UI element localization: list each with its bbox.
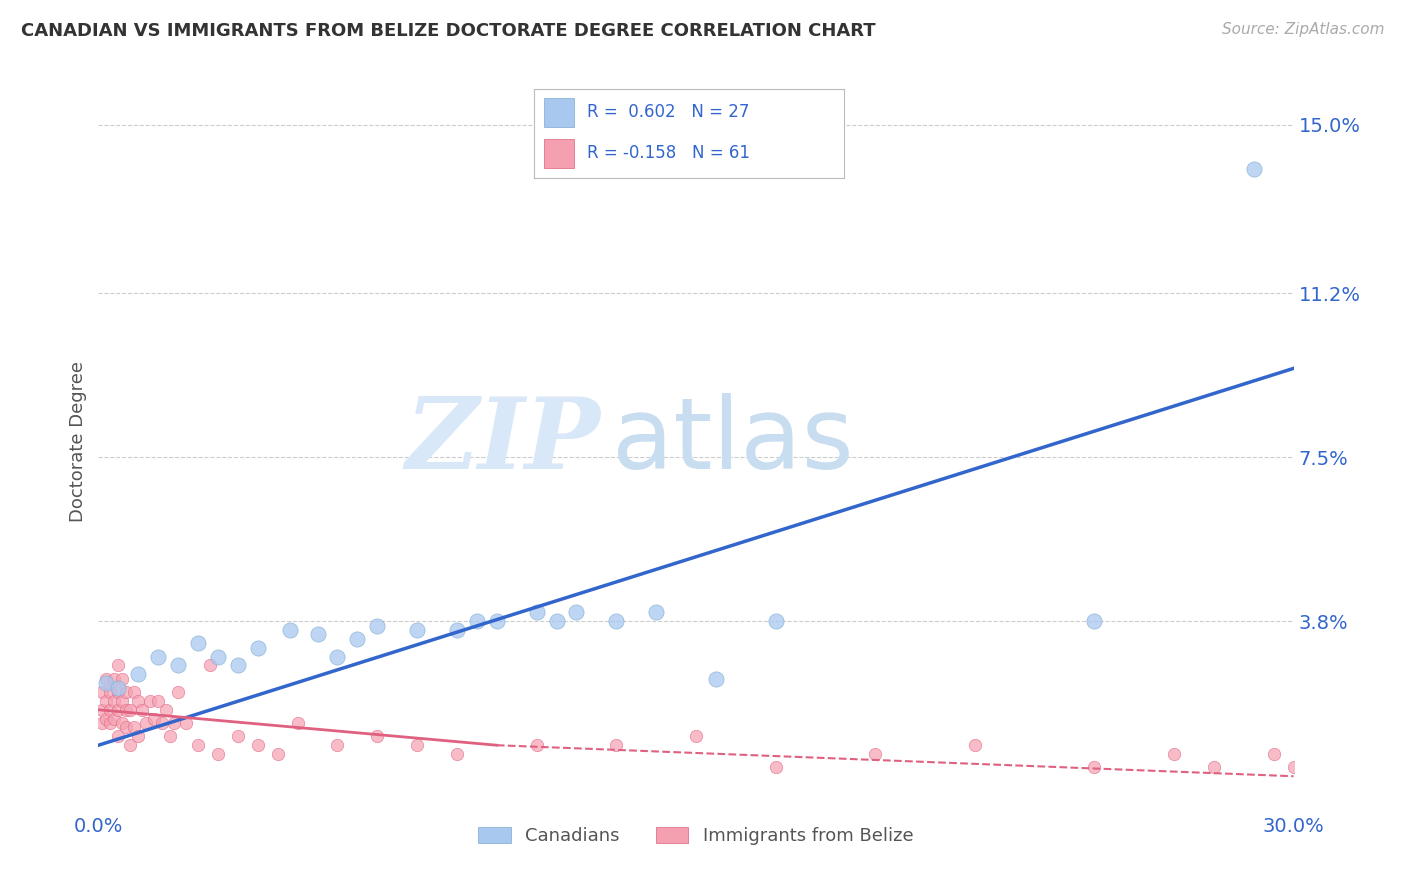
Point bbox=[865, 747, 887, 761]
Point bbox=[198, 658, 221, 673]
Point bbox=[446, 747, 468, 761]
Point bbox=[98, 716, 122, 731]
Point bbox=[287, 716, 309, 731]
Text: CANADIAN VS IMMIGRANTS FROM BELIZE DOCTORATE DEGREE CORRELATION CHART: CANADIAN VS IMMIGRANTS FROM BELIZE DOCTO… bbox=[21, 22, 876, 40]
Point bbox=[187, 738, 209, 752]
Point bbox=[111, 672, 134, 686]
Point bbox=[124, 721, 146, 735]
Point bbox=[174, 716, 197, 731]
Point bbox=[446, 623, 468, 637]
Point bbox=[120, 738, 142, 752]
Point bbox=[124, 685, 146, 699]
Point bbox=[366, 730, 388, 744]
Point bbox=[246, 640, 269, 655]
Point bbox=[91, 685, 114, 699]
Point bbox=[148, 649, 170, 664]
Point bbox=[163, 716, 186, 731]
Point bbox=[1263, 747, 1285, 761]
Point bbox=[96, 694, 118, 708]
Point bbox=[98, 703, 122, 717]
Point bbox=[115, 685, 138, 699]
Point bbox=[366, 618, 388, 632]
Point bbox=[150, 716, 173, 731]
Point bbox=[148, 694, 170, 708]
Point bbox=[120, 703, 142, 717]
Point bbox=[406, 738, 429, 752]
Point bbox=[267, 747, 290, 761]
Point bbox=[963, 738, 986, 752]
Point bbox=[96, 676, 118, 690]
Point bbox=[546, 614, 568, 628]
Point bbox=[131, 703, 153, 717]
Point bbox=[127, 694, 149, 708]
Point bbox=[98, 685, 122, 699]
Point bbox=[115, 703, 138, 717]
Point bbox=[135, 716, 157, 731]
Point bbox=[465, 614, 488, 628]
Point bbox=[103, 712, 125, 726]
Point bbox=[167, 658, 190, 673]
Text: atlas: atlas bbox=[613, 393, 853, 490]
Point bbox=[526, 605, 548, 619]
Point bbox=[107, 730, 129, 744]
Point bbox=[645, 605, 668, 619]
Point bbox=[91, 716, 114, 731]
Point bbox=[704, 672, 727, 686]
Point bbox=[159, 730, 181, 744]
Point bbox=[605, 614, 627, 628]
Point bbox=[127, 730, 149, 744]
Point bbox=[307, 627, 329, 641]
Point bbox=[167, 685, 190, 699]
Point bbox=[207, 747, 229, 761]
Point bbox=[91, 703, 114, 717]
Point bbox=[1163, 747, 1185, 761]
Point bbox=[103, 672, 125, 686]
Point bbox=[107, 681, 129, 695]
Point bbox=[96, 712, 118, 726]
Point bbox=[107, 658, 129, 673]
Point bbox=[246, 738, 269, 752]
Point bbox=[1243, 161, 1265, 176]
Point bbox=[226, 658, 249, 673]
Point bbox=[96, 672, 118, 686]
Point bbox=[278, 623, 301, 637]
Point bbox=[107, 703, 129, 717]
Point bbox=[765, 760, 787, 774]
Legend: Canadians, Immigrants from Belize: Canadians, Immigrants from Belize bbox=[470, 818, 922, 855]
Point bbox=[1083, 614, 1105, 628]
Point bbox=[485, 614, 508, 628]
Point bbox=[226, 730, 249, 744]
Point bbox=[155, 703, 177, 717]
Text: ZIP: ZIP bbox=[405, 393, 600, 490]
Point bbox=[565, 605, 588, 619]
Point bbox=[1282, 760, 1305, 774]
Point bbox=[143, 712, 166, 726]
Y-axis label: Doctorate Degree: Doctorate Degree bbox=[69, 361, 87, 522]
Point bbox=[115, 721, 138, 735]
Point bbox=[765, 614, 787, 628]
Point bbox=[346, 632, 368, 646]
Text: Source: ZipAtlas.com: Source: ZipAtlas.com bbox=[1222, 22, 1385, 37]
Point bbox=[526, 738, 548, 752]
Point bbox=[187, 636, 209, 650]
Point bbox=[1083, 760, 1105, 774]
Bar bbox=[544, 139, 575, 168]
Bar bbox=[544, 98, 575, 127]
Point bbox=[111, 716, 134, 731]
Text: R =  0.602   N = 27: R = 0.602 N = 27 bbox=[586, 103, 749, 121]
Text: R = -0.158   N = 61: R = -0.158 N = 61 bbox=[586, 145, 749, 162]
Point bbox=[326, 738, 349, 752]
Point bbox=[107, 685, 129, 699]
Point bbox=[326, 649, 349, 664]
Point bbox=[207, 649, 229, 664]
Point bbox=[111, 694, 134, 708]
Point bbox=[127, 667, 149, 681]
Point bbox=[139, 694, 162, 708]
Point bbox=[406, 623, 429, 637]
Point bbox=[685, 730, 707, 744]
Point bbox=[103, 694, 125, 708]
Point bbox=[605, 738, 627, 752]
Point bbox=[1202, 760, 1225, 774]
